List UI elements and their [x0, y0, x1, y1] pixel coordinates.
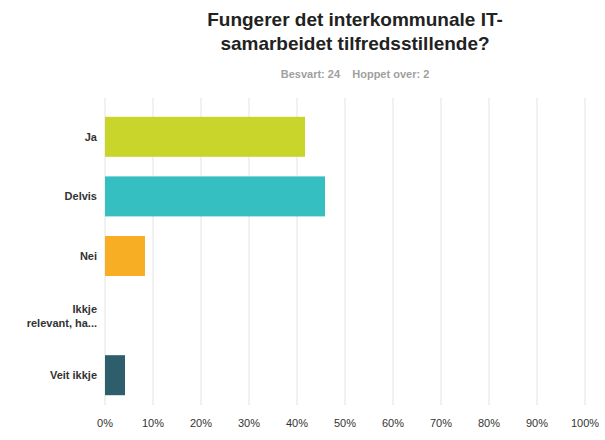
category-label: Ikkjerelevant, ha... — [27, 303, 97, 329]
grid-line — [585, 98, 586, 405]
category-label: Veit ikkje — [50, 369, 97, 381]
tick-label: 80% — [478, 417, 500, 429]
chart: Fungerer det interkommunale IT-samarbeid… — [0, 0, 605, 440]
bar — [105, 176, 325, 216]
category-label: Delvis — [65, 190, 97, 202]
bar — [105, 296, 106, 336]
tick-label: 20% — [190, 417, 212, 429]
tick-label: 10% — [142, 417, 164, 429]
grid-line — [537, 98, 538, 405]
tick-label: 90% — [526, 417, 548, 429]
tick-label: 60% — [382, 417, 404, 429]
category-label: Nei — [80, 250, 97, 262]
bars — [105, 117, 325, 395]
tick-label: 70% — [430, 417, 452, 429]
grid-line — [345, 98, 346, 405]
bar — [105, 236, 145, 276]
grid-line — [441, 98, 442, 405]
category-label: Ja — [85, 131, 98, 143]
tick-label: 40% — [286, 417, 308, 429]
tick-label: 50% — [334, 417, 356, 429]
chart-container: Fungerer det interkommunale IT-samarbeid… — [0, 0, 605, 440]
tick-label: 0% — [97, 417, 113, 429]
bar — [105, 355, 125, 395]
grid-line — [393, 98, 394, 405]
tick-label: 30% — [238, 417, 260, 429]
grid-line — [489, 98, 490, 405]
subtitle: Besvart: 24 Hoppet over: 2 — [281, 68, 430, 80]
title: Fungerer det interkommunale IT-samarbeid… — [207, 9, 503, 54]
bar — [105, 117, 305, 157]
tick-label: 100% — [571, 417, 599, 429]
